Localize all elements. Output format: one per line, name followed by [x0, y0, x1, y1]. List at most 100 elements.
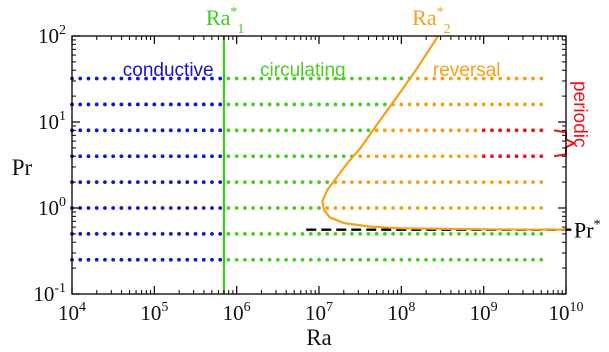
- data-point: [119, 180, 124, 185]
- data-point: [506, 180, 511, 185]
- data-point: [531, 206, 535, 210]
- data-point: [399, 76, 404, 81]
- data-point: [341, 102, 346, 107]
- data-point: [234, 231, 239, 236]
- data-point: [78, 231, 83, 236]
- data-point: [201, 257, 206, 262]
- data-point: [522, 128, 527, 133]
- data-point: [317, 128, 321, 133]
- data-point: [432, 257, 437, 262]
- data-point: [267, 257, 272, 262]
- data-point: [251, 154, 256, 159]
- data-point: [185, 180, 190, 185]
- data-point: [284, 154, 288, 159]
- data-point: [144, 76, 149, 81]
- data-point: [193, 206, 198, 210]
- region-label-periodic: periodic: [569, 81, 590, 148]
- data-point: [275, 76, 280, 81]
- data-point: [94, 154, 99, 159]
- data-point: [259, 257, 264, 262]
- data-point: [539, 76, 544, 81]
- data-point: [514, 128, 519, 133]
- data-point: [481, 257, 486, 262]
- data-point: [506, 128, 511, 133]
- data-point: [374, 76, 379, 81]
- data-point: [465, 102, 470, 107]
- data-point: [111, 128, 116, 133]
- data-point: [86, 231, 91, 236]
- data-point: [94, 206, 99, 210]
- data-point: [531, 257, 535, 262]
- data-point: [382, 128, 387, 133]
- data-point: [465, 180, 470, 185]
- data-point: [531, 76, 535, 81]
- data-point: [308, 206, 313, 210]
- data-point: [86, 128, 91, 133]
- data-point: [490, 76, 494, 81]
- data-point: [292, 154, 297, 159]
- data-point: [317, 231, 321, 236]
- data-point: [292, 102, 297, 107]
- data-point: [300, 206, 305, 210]
- data-point: [226, 154, 231, 159]
- data-point: [465, 76, 470, 81]
- data-point: [382, 231, 387, 236]
- data-point: [415, 231, 420, 236]
- data-point: [168, 257, 173, 262]
- data-point: [407, 180, 412, 185]
- data-point: [210, 128, 214, 133]
- data-point: [440, 154, 445, 159]
- data-point: [259, 231, 264, 236]
- y-tick-label: 10-1: [33, 281, 66, 306]
- data-point: [366, 257, 371, 262]
- data-point: [78, 257, 83, 262]
- data-point: [300, 180, 305, 185]
- data-point: [152, 128, 157, 133]
- data-point: [308, 180, 313, 185]
- data-point: [308, 231, 313, 236]
- data-point: [514, 231, 519, 236]
- data-point: [86, 76, 91, 81]
- data-point: [473, 102, 478, 107]
- data-point: [201, 76, 206, 81]
- data-point: [358, 128, 363, 133]
- data-point: [218, 128, 223, 133]
- data-point: [94, 128, 99, 133]
- data-point: [127, 102, 132, 107]
- data-point: [267, 231, 272, 236]
- data-point: [135, 76, 140, 81]
- data-point: [448, 154, 453, 159]
- data-point: [317, 257, 321, 262]
- data-point: [506, 231, 511, 236]
- data-point: [539, 180, 544, 185]
- data-point: [473, 231, 478, 236]
- data-point: [424, 76, 428, 81]
- region-label-conductive: conductive: [123, 60, 214, 81]
- data-point: [333, 76, 338, 81]
- data-point: [251, 180, 256, 185]
- data-point: [152, 206, 157, 210]
- data-point: [432, 231, 437, 236]
- ra2-label-sub: 2: [444, 22, 451, 37]
- data-point: [382, 154, 387, 159]
- data-point: [292, 206, 297, 210]
- data-point: [201, 128, 206, 133]
- data-point: [127, 154, 132, 159]
- data-point: [234, 76, 239, 81]
- data-point: [358, 102, 363, 107]
- data-point: [432, 154, 437, 159]
- data-point: [284, 76, 288, 81]
- data-point: [407, 231, 412, 236]
- data-point: [522, 102, 527, 107]
- data-point: [144, 206, 149, 210]
- data-point: [259, 102, 264, 107]
- data-point: [284, 128, 288, 133]
- data-point: [152, 180, 157, 185]
- data-point: [243, 154, 247, 159]
- data-point: [111, 102, 116, 107]
- data-point: [382, 102, 387, 107]
- ra1-label-base: Ra: [206, 5, 231, 30]
- data-point: [531, 102, 535, 107]
- data-point: [498, 128, 503, 133]
- data-point: [432, 128, 437, 133]
